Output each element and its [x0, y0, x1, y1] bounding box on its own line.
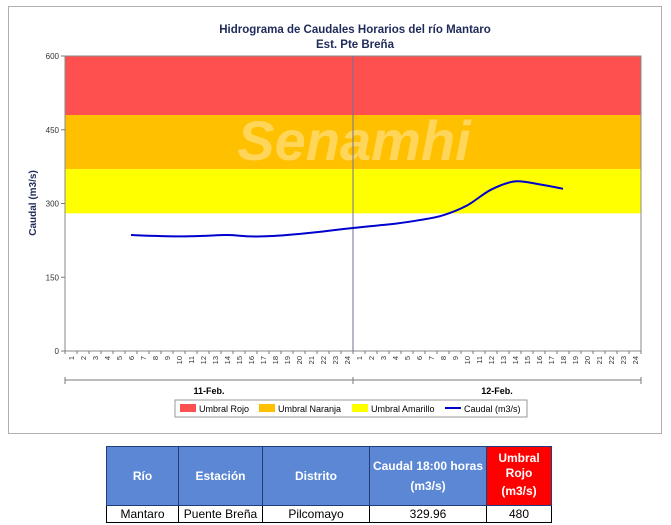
x-tick-label: 1	[67, 356, 76, 360]
x-tick-label: 15	[235, 356, 244, 364]
x-tick-label: 19	[283, 356, 292, 364]
x-tick-label: 7	[139, 356, 148, 360]
legend-label-umbral-rojo: Umbral Rojo	[199, 404, 249, 414]
x-tick-label: 13	[499, 356, 508, 364]
table-row: Mantaro Puente Breña Pilcomayo 329.96 48…	[106, 505, 552, 523]
x-tick-label: 9	[451, 356, 460, 360]
x-tick-label: 22	[319, 356, 328, 364]
x-tick-label: 7	[427, 356, 436, 360]
legend-swatch-umbral-naranja	[259, 404, 275, 412]
y-tick-label: 150	[46, 273, 60, 282]
series-line-caudal	[130, 180, 564, 238]
x-tick-label: 6	[415, 356, 424, 360]
x-tick-label: 1	[355, 356, 364, 360]
hydrograph-chart: Hidrograma de Caudales Horarios del río …	[8, 6, 662, 434]
summary-header-row: Río Estación Distrito Caudal 18:00 horas…	[106, 446, 552, 506]
y-tick-label: 600	[46, 52, 60, 61]
chart-canvas: Hidrograma de Caudales Horarios del río …	[28, 24, 642, 418]
header-umbral-line2: Rojo	[505, 466, 533, 480]
x-tick-label: 17	[547, 356, 556, 364]
chart-legend: Umbral Rojo Umbral Naranja Umbral Amarillo…	[174, 399, 528, 418]
x-tick-label: 3	[379, 356, 388, 360]
x-tick-label: 10	[175, 356, 184, 364]
x-tick-label: 12	[199, 356, 208, 364]
y-tick-labels: 0 150 300 450 600	[46, 52, 65, 356]
x-tick-label: 5	[403, 356, 412, 360]
y-tick-label: 0	[55, 347, 60, 356]
senamhi-watermark: Senamhi	[237, 109, 472, 172]
x-tick-label: 18	[271, 356, 280, 364]
x-tick-label: 19	[571, 356, 580, 364]
header-caudal-line2: (m3/s)	[410, 479, 446, 493]
x-tick-label: 11	[187, 356, 196, 364]
x-tick-label: 23	[331, 356, 340, 364]
x-tick-label: 9	[163, 356, 172, 360]
x-tick-label: 18	[559, 356, 568, 364]
x-tick-label: 24	[631, 356, 640, 364]
x-tick-label: 8	[151, 356, 160, 360]
cell-rio: Mantaro	[106, 505, 179, 523]
day-label: 12-Feb.	[481, 386, 513, 396]
header-umbral-line1: Umbral	[498, 451, 540, 465]
cell-umbral: 480	[486, 505, 552, 523]
chart-title: Hidrograma de Caudales Horarios del río …	[219, 24, 491, 36]
x-tick-label: 2	[367, 356, 376, 360]
chart-subtitle: Est. Pte Breña	[316, 39, 395, 51]
x-tick-label: 3	[91, 356, 100, 360]
cell-distrito: Pilcomayo	[262, 505, 370, 523]
x-tick-label: 13	[211, 356, 220, 364]
cell-estacion: Puente Breña	[178, 505, 263, 523]
x-tick-label: 2	[79, 356, 88, 360]
x-tick-label: 11	[475, 356, 484, 364]
series-caudal	[130, 180, 564, 238]
x-tick-label: 4	[391, 356, 400, 360]
header-caudal-line1: Caudal 18:00 horas	[372, 459, 484, 473]
header-estacion: Estación	[178, 446, 263, 506]
x-tick-label: 20	[295, 356, 304, 364]
day-label: 11-Feb.	[193, 386, 224, 396]
y-axis-label: Caudal (m3/s)	[28, 170, 39, 236]
x-tick-label: 12	[487, 356, 496, 364]
summary-table: Río Estación Distrito Caudal 18:00 horas…	[106, 446, 552, 523]
legend-label-caudal-m3-s: Caudal (m3/s)	[464, 404, 521, 414]
x-tick-label: 17	[259, 356, 268, 364]
x-tick-label: 10	[463, 356, 472, 364]
header-distrito: Distrito	[262, 446, 370, 506]
x-tick-label: 15	[523, 356, 532, 364]
x-tick-label: 16	[247, 356, 256, 364]
x-tick-label: 8	[439, 356, 448, 360]
x-tick-label: 14	[223, 356, 232, 364]
header-rio: Río	[106, 446, 179, 506]
x-tick-label: 4	[103, 356, 112, 360]
x-tick-labels: 1 2 3 4 5 6 7 8 9 10 11 12 13 14 15 16 17 18 19 20 21 22 23 24 1…	[64, 351, 642, 364]
x-tick-label: 23	[619, 356, 628, 364]
x-tick-label: 22	[607, 356, 616, 364]
legend-label-umbral-naranja: Umbral Naranja	[278, 404, 341, 414]
header-umbral-rojo: Umbral Rojo (m3/s)	[486, 446, 552, 506]
legend-label-umbral-amarillo: Umbral Amarillo	[371, 404, 435, 414]
x-tick-label: 16	[535, 356, 544, 364]
x-tick-label: 20	[583, 356, 592, 364]
x-tick-label: 5	[115, 356, 124, 360]
x-tick-label: 14	[511, 356, 520, 364]
legend-swatch-umbral-rojo	[180, 404, 196, 412]
cell-caudal: 329.96	[369, 505, 487, 523]
day-axis: 11-Feb. 12-Feb.	[64, 377, 642, 396]
y-tick-label: 450	[46, 126, 60, 135]
watermark-text: Senamhi	[237, 109, 472, 172]
legend-swatch-umbral-amarillo	[352, 404, 368, 412]
x-tick-label: 21	[595, 356, 604, 364]
x-tick-label: 21	[307, 356, 316, 364]
x-tick-label: 6	[127, 356, 136, 360]
x-tick-label: 24	[343, 356, 352, 364]
header-caudal: Caudal 18:00 horas (m3/s)	[369, 446, 487, 506]
y-tick-label: 300	[46, 200, 60, 209]
header-umbral-line3: (m3/s)	[501, 484, 537, 498]
